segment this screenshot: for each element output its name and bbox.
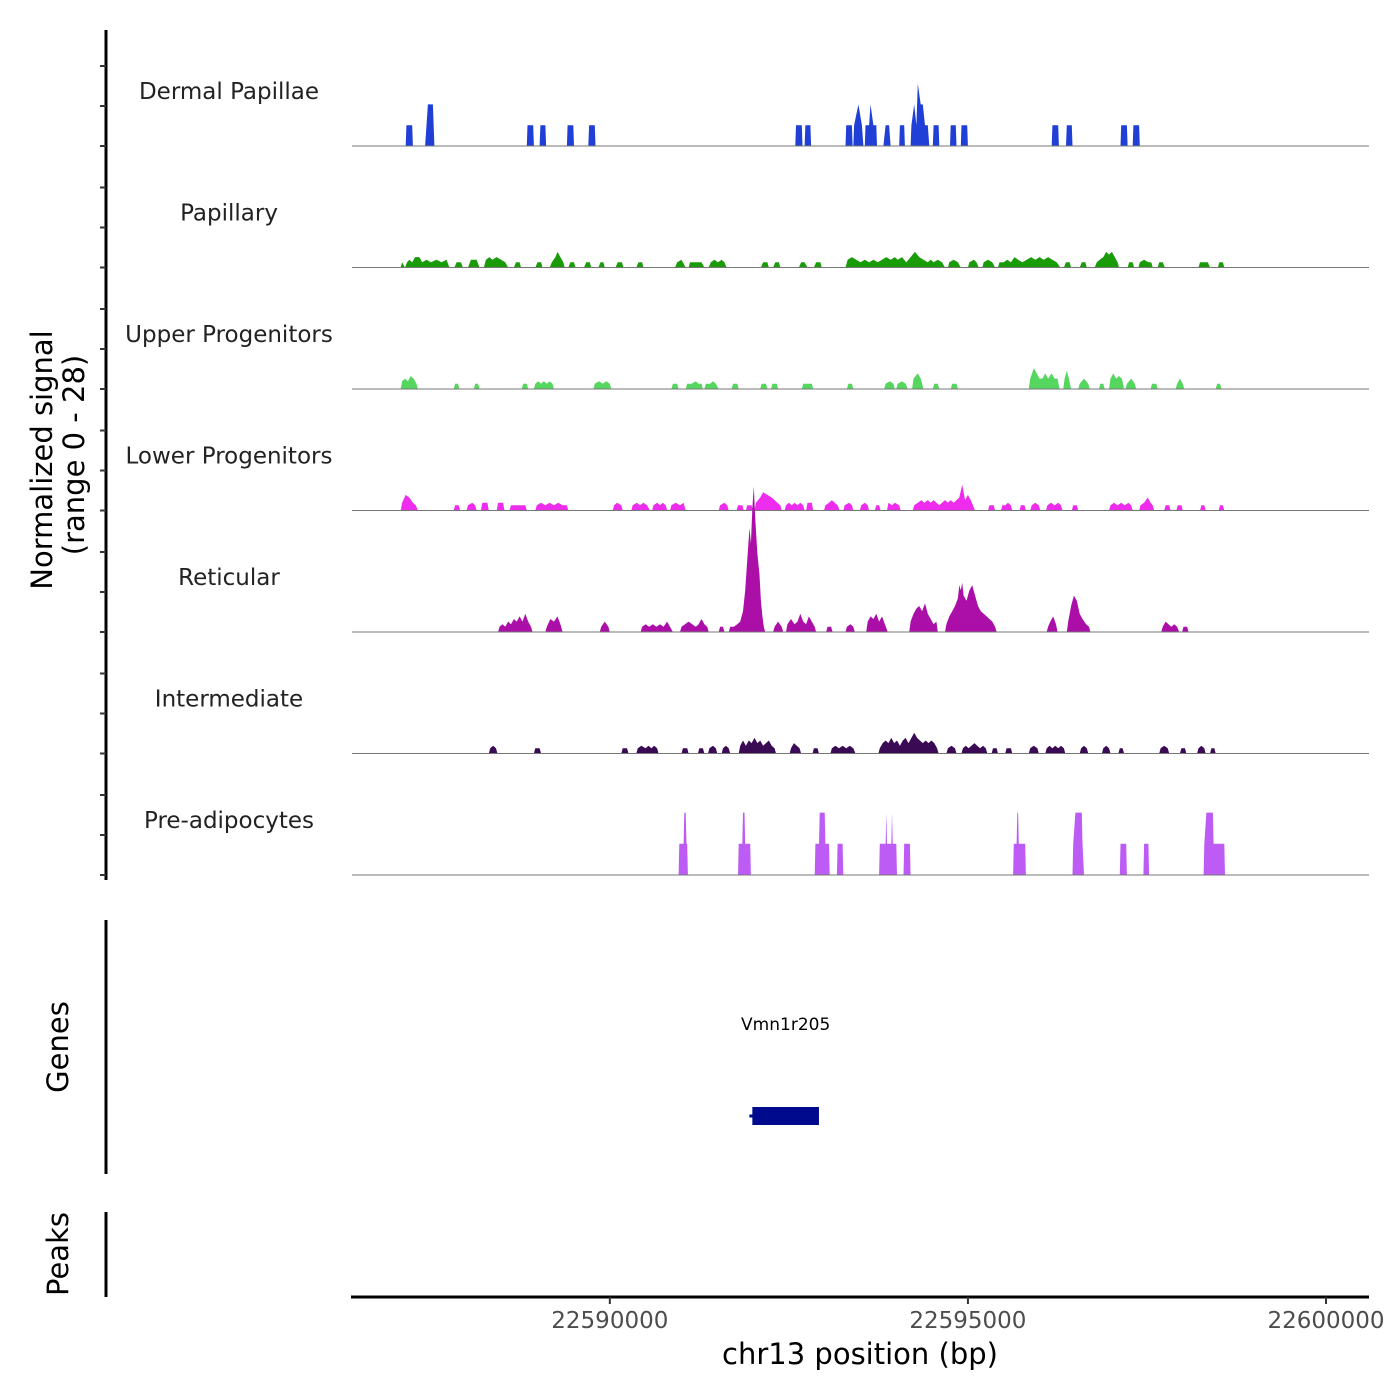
track-label: Reticular [178,565,280,591]
track-label: Papillary [180,201,278,227]
genes-panel: Genes Vmn1r205 [41,920,830,1174]
gene-marks: Vmn1r205 [741,1015,830,1125]
gene-body [752,1107,819,1125]
track-signal-area [488,732,1216,754]
signal-y-axis-ticks [100,65,106,876]
track-signal-area [498,486,1189,632]
genes-panel-title: Genes [41,1001,75,1093]
x-axis-ticks: 22590000 22595000 22600000 [551,1297,1385,1334]
gene-label: Vmn1r205 [741,1015,830,1035]
track-label: Dermal Papillae [139,79,319,105]
track-reticular: Reticular [178,486,1369,633]
x-tick-label: 22595000 [909,1308,1026,1334]
track-papillary: Papillary [180,201,1369,268]
track-signal-area [678,812,1225,875]
track-signal-area [405,83,1140,146]
track-label: Pre-adipocytes [144,808,314,834]
track-signal-area [400,251,1225,268]
x-tick-label: 22590000 [551,1308,668,1334]
track-pre-adipocytes: Pre-adipocytes [144,808,1369,876]
track-label: Lower Progenitors [126,444,333,470]
x-tick-label: 22600000 [1267,1308,1384,1334]
track-dermal-papillae: Dermal Papillae [139,79,1369,147]
track-label: Intermediate [155,687,303,713]
x-axis-title: chr13 position (bp) [722,1337,998,1371]
track-signal-area [400,484,1225,511]
peaks-panel: Peaks [41,1212,108,1297]
track-upper-progenitors: Upper Progenitors [125,322,1369,390]
y-axis-title-line1: Normalized signal [25,330,59,589]
track-signal-area [400,368,1222,389]
peaks-panel-title: Peaks [41,1212,75,1296]
track-intermediate: Intermediate [155,687,1369,754]
track-lower-progenitors: Lower Progenitors [126,444,1369,511]
y-axis-title-line2: (range 0 - 28) [57,355,91,555]
signal-panel: Dermal Papillae Papillary Upper Progenitor… [125,79,1369,876]
track-label: Upper Progenitors [125,322,333,348]
